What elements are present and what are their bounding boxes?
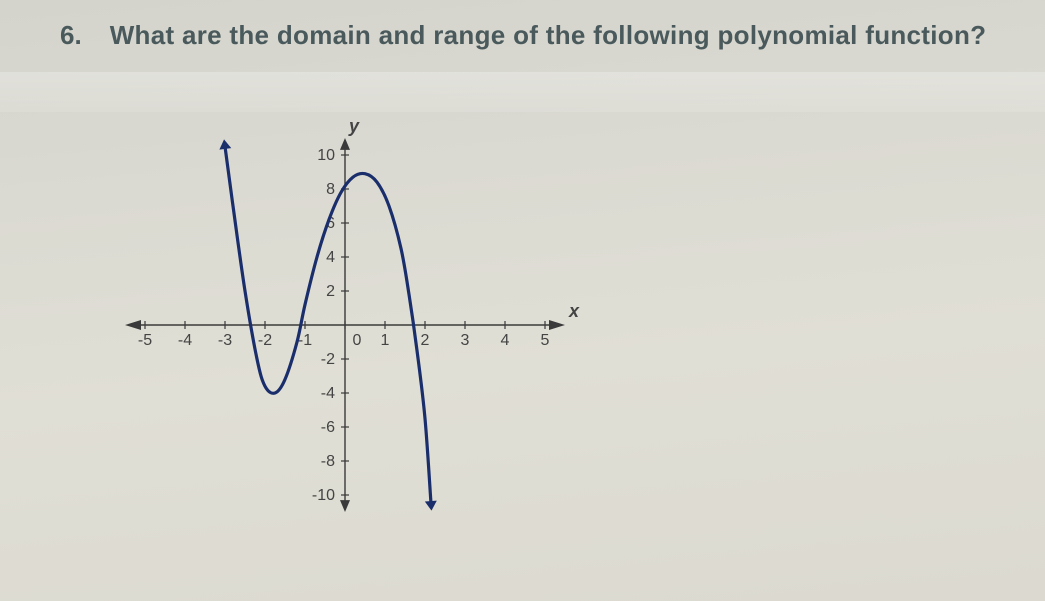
svg-text:y: y <box>348 116 360 136</box>
svg-text:5: 5 <box>541 332 550 349</box>
svg-text:4: 4 <box>501 332 510 349</box>
highlight-band <box>0 72 1045 112</box>
svg-text:x: x <box>568 301 580 321</box>
svg-text:1: 1 <box>381 332 390 349</box>
svg-text:-2: -2 <box>321 351 335 368</box>
svg-text:-5: -5 <box>138 332 152 349</box>
question-text: What are the domain and range of the fol… <box>110 20 987 51</box>
svg-text:-4: -4 <box>178 332 192 349</box>
svg-text:-8: -8 <box>321 453 335 470</box>
svg-text:8: 8 <box>326 181 335 198</box>
polynomial-graph: -5-4-3-2-1012345-10-8-6-4-2246810xy <box>110 120 580 550</box>
svg-text:-4: -4 <box>321 385 335 402</box>
question-number: 6. <box>60 20 82 51</box>
svg-text:-3: -3 <box>218 332 232 349</box>
chart-svg: -5-4-3-2-1012345-10-8-6-4-2246810xy <box>110 120 580 550</box>
svg-text:3: 3 <box>461 332 470 349</box>
svg-text:-6: -6 <box>321 419 335 436</box>
question-row: 6. What are the domain and range of the … <box>0 0 1045 61</box>
svg-text:-2: -2 <box>258 332 272 349</box>
svg-text:4: 4 <box>326 249 335 266</box>
svg-text:2: 2 <box>421 332 430 349</box>
svg-text:2: 2 <box>326 283 335 300</box>
svg-text:0: 0 <box>353 332 362 349</box>
svg-text:10: 10 <box>317 147 335 164</box>
svg-text:-10: -10 <box>312 487 335 504</box>
